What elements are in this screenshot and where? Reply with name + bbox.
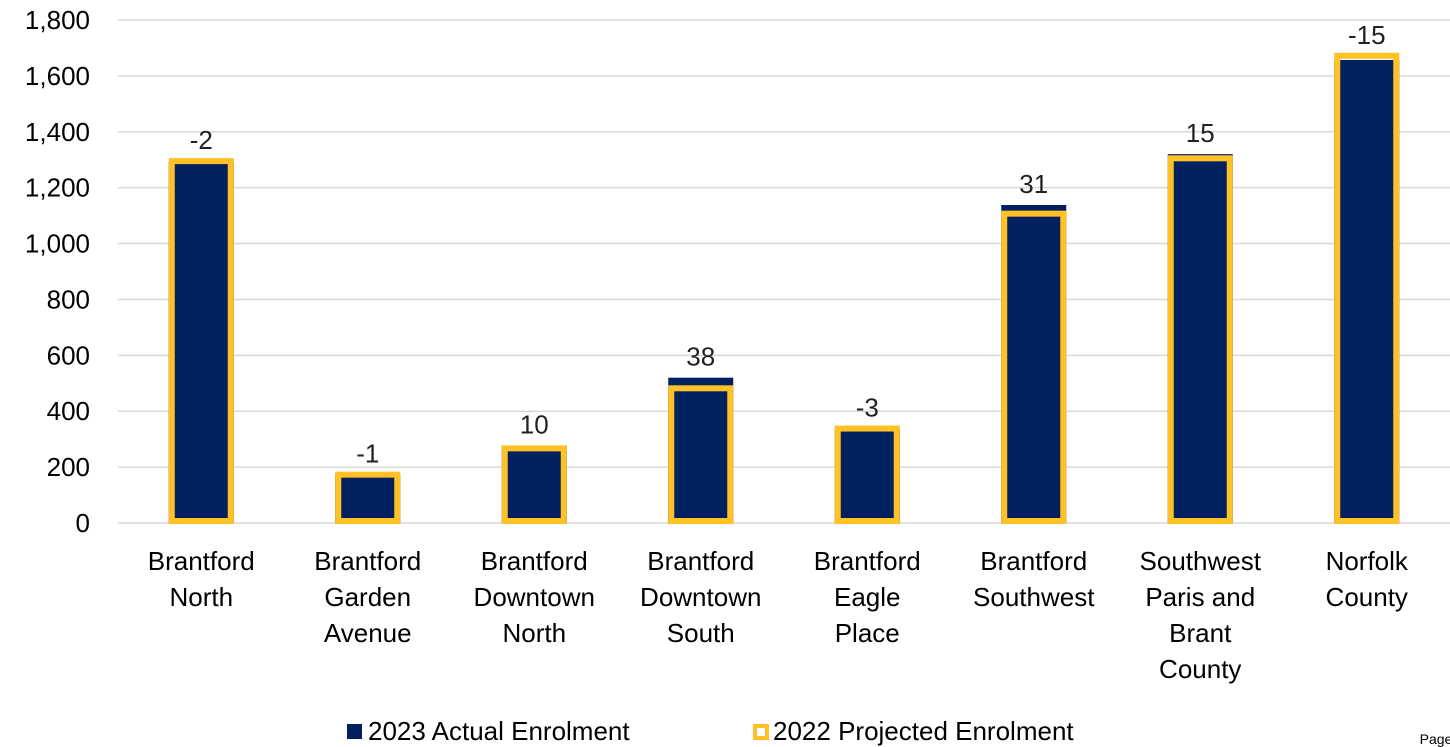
category-label: Brantford North	[148, 546, 255, 612]
legend-label: 2023 Actual Enrolment	[368, 716, 630, 746]
page-number: Page 6	[1419, 731, 1450, 747]
bar-actual	[168, 161, 234, 523]
bar-projected	[1167, 155, 1233, 524]
bar-actual	[1334, 59, 1400, 523]
y-axis: 0 200 400 600 800 1,000 1,200 1,400 1,600 1,800	[25, 5, 90, 538]
data-label: -1	[356, 439, 379, 469]
data-label: 31	[1019, 169, 1048, 199]
data-label: 10	[520, 410, 549, 440]
bar-actual	[1001, 204, 1067, 523]
category-label: Brantford Downtown North	[474, 546, 595, 648]
gridlines	[118, 19, 1450, 524]
legend-swatch-projected	[753, 724, 769, 740]
data-label: -3	[856, 393, 879, 423]
data-labels: -2 -1 10 38 -3 31 15 -15	[190, 20, 1386, 469]
bar-projected	[1334, 52, 1400, 524]
bar-projected	[501, 445, 567, 524]
x-axis: Brantford North Brantford Garden Avenue Brant…	[148, 546, 1409, 684]
y-tick-label: 1,000	[25, 229, 90, 259]
category-label: Southwest Paris and Brant County	[1140, 546, 1262, 684]
legend-label: 2022 Projected Enrolment	[773, 716, 1074, 746]
bars	[168, 52, 1400, 525]
bar-actual	[668, 377, 734, 523]
bar-actual	[501, 445, 567, 523]
bar-actual	[335, 474, 401, 523]
category-label: Brantford Eagle Place	[814, 546, 921, 648]
legend: 2023 Actual Enrolment 2022 Projected Enro…	[347, 716, 1074, 746]
category-label: Brantford Downtown South	[640, 546, 761, 648]
bar-projected	[668, 385, 734, 524]
bar-actual	[1167, 154, 1233, 523]
category-label: Norfolk County	[1326, 546, 1409, 612]
data-label: 15	[1186, 118, 1215, 148]
bar-projected	[834, 425, 900, 525]
data-label: -2	[190, 125, 213, 155]
y-tick-label: 600	[47, 340, 90, 370]
y-tick-label: 400	[47, 396, 90, 426]
bar-actual	[834, 429, 900, 523]
bar-projected	[335, 471, 401, 524]
y-tick-label: 1,200	[25, 173, 90, 203]
y-tick-label: 1,600	[25, 61, 90, 91]
y-tick-label: 800	[47, 284, 90, 314]
bar-projected	[1001, 210, 1067, 524]
y-tick-label: 1,800	[25, 5, 90, 35]
legend-swatch-actual	[347, 724, 362, 739]
category-label: Brantford Garden Avenue	[314, 546, 421, 648]
data-label: 38	[686, 342, 715, 372]
y-tick-label: 1,400	[25, 117, 90, 147]
y-tick-label: 200	[47, 452, 90, 482]
bar-projected	[168, 158, 234, 524]
category-label: Brantford Southwest	[973, 546, 1095, 612]
y-tick-label: 0	[76, 508, 90, 538]
data-label: -15	[1348, 20, 1386, 50]
